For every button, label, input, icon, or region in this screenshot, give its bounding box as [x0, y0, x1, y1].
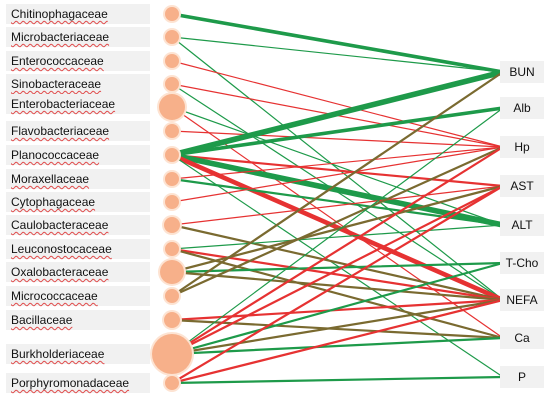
edge-enterobacteriaceae-alt: [171, 106, 504, 226]
parameter-label-p: P: [500, 366, 544, 388]
node-caulobacteraceae: [164, 217, 180, 233]
family-label-enterococcaceae: Enterococcaceae: [6, 51, 150, 71]
family-label-micrococcaceae: Micrococcaceae: [6, 286, 150, 306]
family-label-enterobacteriaceae: Enterobacteriaceae: [6, 94, 150, 114]
edge-moraxellaceae-hp: [171, 146, 504, 180]
edge-chitinophagaceae-bun: [170, 12, 505, 74]
family-label-moraxellaceae: Moraxellaceae: [6, 169, 150, 189]
node-micrococcaceae: [165, 289, 179, 303]
edge-cytophagaceae-hp: [171, 146, 504, 203]
family-label-planococcaceae: Planococcaceae: [6, 145, 150, 165]
edge-enterococcaceae-hp: [171, 60, 504, 148]
node-enterobacteriaceae: [159, 94, 185, 120]
edge-burkholderiaceae-hp: [170, 145, 505, 356]
node-moraxellaceae: [165, 172, 179, 186]
family-label-text: Burkholderiaceae: [11, 347, 105, 361]
family-label-text: Cytophagaceae: [11, 195, 96, 209]
parameter-label-alb: Alb: [500, 97, 544, 119]
parameter-label-ast: AST: [500, 175, 544, 197]
family-label-text: Moraxellaceae: [11, 172, 90, 186]
node-enterococcaceae: [165, 54, 179, 68]
edge-porphyromonadaceae-ast: [170, 184, 505, 385]
family-label-text: Bacillaceae: [11, 313, 73, 327]
edge-burkholderiaceae-t-cho: [170, 261, 505, 356]
node-oxalobacteraceae: [160, 260, 184, 284]
node-flavobacteriaceae: [165, 124, 179, 138]
family-label-text: Leuconostocaceae: [11, 242, 112, 256]
node-microbacteriaceae: [165, 30, 179, 44]
family-label-text: Chitinophagaceae: [11, 7, 108, 21]
family-label-cytophagaceae: Cytophagaceae: [6, 192, 150, 212]
family-label-text: Sinobacteraceae: [11, 77, 102, 91]
node-chitinophagaceae: [165, 7, 179, 21]
parameter-label-alt: ALT: [500, 214, 544, 236]
family-label-microbacteriaceae: Microbacteriaceae: [6, 27, 150, 47]
parameter-label-hp: Hp: [500, 136, 544, 158]
node-leuconostocaceae: [165, 242, 179, 256]
family-label-leuconostocaceae: Leuconostocaceae: [6, 239, 150, 259]
edge-micrococcaceae-hp: [170, 145, 505, 298]
family-label-text: Flavobacteriaceae: [11, 124, 110, 138]
parameter-label-t-cho: T-Cho: [500, 252, 544, 274]
node-bacillaceae: [164, 312, 180, 328]
node-cytophagaceae: [165, 195, 179, 209]
node-porphyromonadaceae: [165, 376, 179, 390]
edge-planococcaceae-nefa: [169, 152, 506, 303]
family-label-bacillaceae: Bacillaceae: [6, 310, 150, 330]
node-planococcaceae: [165, 148, 179, 162]
family-label-text: Porphyromonadaceae: [11, 376, 130, 390]
family-label-text: Enterococcaceae: [11, 54, 104, 68]
family-label-text: Caulobacteraceae: [11, 218, 109, 232]
edge-caulobacteraceae-nefa: [170, 223, 505, 302]
family-label-porphyromonadaceae: Porphyromonadaceae: [6, 373, 150, 393]
edge-bacillaceae-nefa: [170, 298, 505, 322]
edge-flavobacteriaceae-hp: [171, 130, 504, 148]
edge-leuconostocaceae-alt: [171, 224, 504, 250]
node-burkholderiaceae: [152, 334, 192, 374]
edge-oxalobacteraceae-nefa: [170, 270, 505, 302]
family-label-sinobacteraceae: Sinobacteraceae: [6, 74, 150, 94]
edge-moraxellaceae-alt: [170, 177, 505, 227]
edge-microbacteriaceae-nefa: [171, 36, 504, 301]
edge-micrococcaceae-bun: [170, 70, 505, 298]
node-layer: [150, 5, 194, 392]
edge-bacillaceae-ca: [170, 318, 505, 340]
family-label-chitinophagaceae: Chitinophagaceae: [6, 4, 150, 24]
family-label-text: Oxalobacteraceae: [11, 265, 109, 279]
family-label-flavobacteriaceae: Flavobacteriaceae: [6, 121, 150, 141]
family-label-text: Micrococcaceae: [11, 289, 98, 303]
family-label-oxalobacteraceae: Oxalobacteraceae: [6, 262, 150, 282]
family-label-text: Enterobacteriaceae: [11, 97, 116, 111]
edge-porphyromonadaceae-p: [170, 375, 505, 385]
edge-planococcaceae-alb: [170, 106, 505, 157]
family-label-burkholderiaceae: Burkholderiaceae: [6, 344, 150, 364]
parameter-label-ca: Ca: [500, 327, 544, 349]
family-label-caulobacteraceae: Caulobacteraceae: [6, 215, 150, 235]
parameter-label-nefa: NEFA: [500, 289, 544, 311]
node-sinobacteraceae: [165, 77, 179, 91]
edge-porphyromonadaceae-nefa: [170, 298, 505, 385]
edge-planococcaceae-bun: [169, 69, 506, 158]
edge-layer: [169, 12, 506, 385]
family-label-text: Microbacteriaceae: [11, 30, 110, 44]
edge-leuconostocaceae-ca: [170, 247, 505, 340]
edge-caulobacteraceae-ast: [171, 185, 504, 226]
edge-burkholderiaceae-ast: [170, 184, 505, 356]
edge-burkholderiaceae-nefa: [170, 298, 505, 356]
edge-burkholderiaceae-alb: [171, 107, 504, 355]
edge-microbacteriaceae-bun: [171, 36, 504, 73]
family-label-text: Planococcaceae: [11, 148, 100, 162]
parameter-label-bun: BUN: [500, 61, 544, 83]
